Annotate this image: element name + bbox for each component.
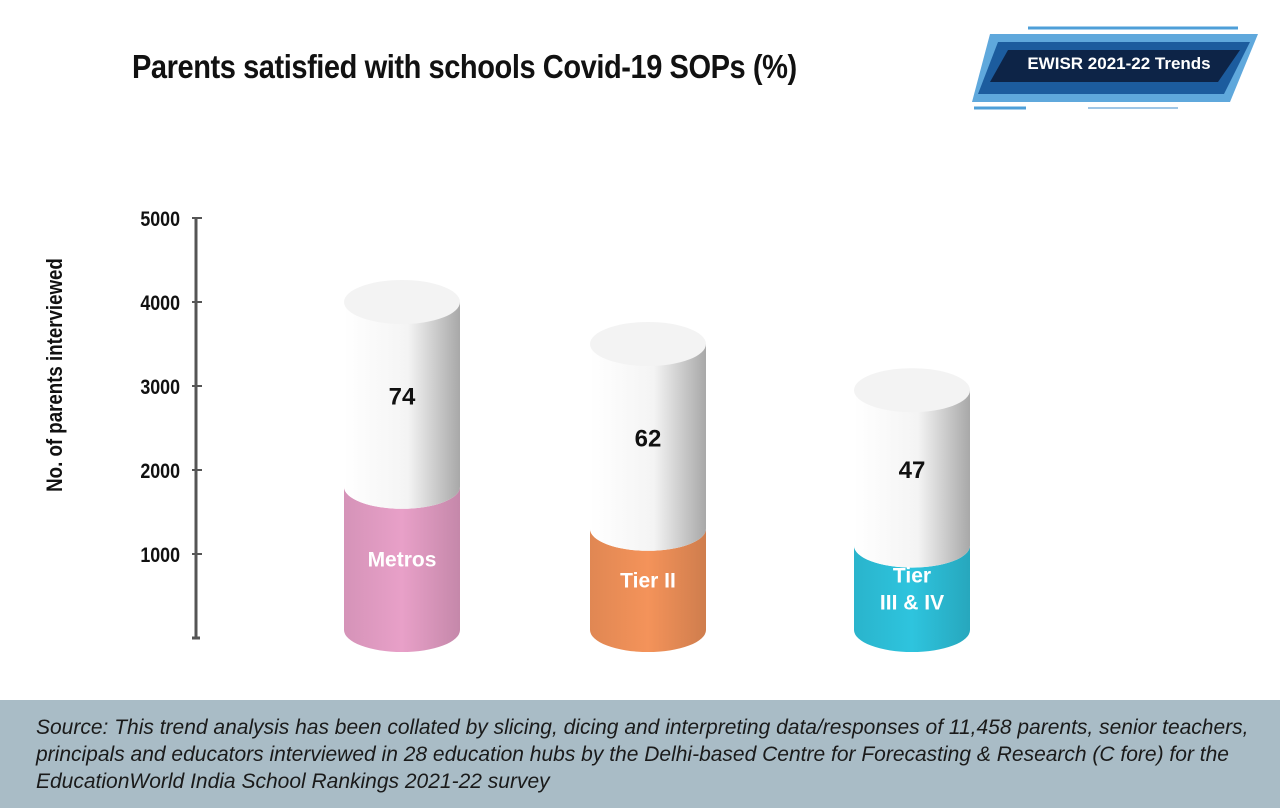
bar-colored-2 xyxy=(590,528,706,652)
bar-top-3 xyxy=(854,368,970,413)
bar-category-label: Metros xyxy=(368,548,437,571)
bar-colored-3 xyxy=(854,545,970,652)
bar-white-1 xyxy=(344,302,460,509)
bar-category-label: III & IV xyxy=(880,591,944,614)
badge-label: EWISR 2021-22 Trends xyxy=(1027,54,1211,73)
bar-category-label: Tier xyxy=(893,564,931,587)
y-tick-label: 4000 xyxy=(140,292,180,316)
footer-panel xyxy=(0,700,1280,808)
y-tick-label: 2000 xyxy=(140,460,180,484)
bar-value-label: 62 xyxy=(635,425,662,452)
bar-category-label: Tier II xyxy=(620,569,676,592)
bar-colored-1 xyxy=(344,486,460,652)
y-tick-label: 5000 xyxy=(140,208,180,232)
y-axis-label: No. of parents interviewed xyxy=(44,258,68,492)
bar-white-2 xyxy=(590,344,706,551)
bar-top-2 xyxy=(590,322,706,366)
source-note: Source: This trend analysis has been col… xyxy=(36,716,1249,793)
bar-value-label: 74 xyxy=(389,383,416,410)
y-tick-label: 3000 xyxy=(140,376,180,400)
y-tick-label: 1000 xyxy=(140,544,180,568)
chart-title: Parents satisfied with schools Covid-19 … xyxy=(132,48,797,85)
bar-chart: 5000 4000 3000 2000 1000 No. of parents inter… xyxy=(44,208,970,652)
badge-background xyxy=(972,26,1258,110)
bar-top-1 xyxy=(344,280,460,324)
bar-white-3 xyxy=(854,390,970,568)
bar-value-label: 47 xyxy=(899,457,926,484)
